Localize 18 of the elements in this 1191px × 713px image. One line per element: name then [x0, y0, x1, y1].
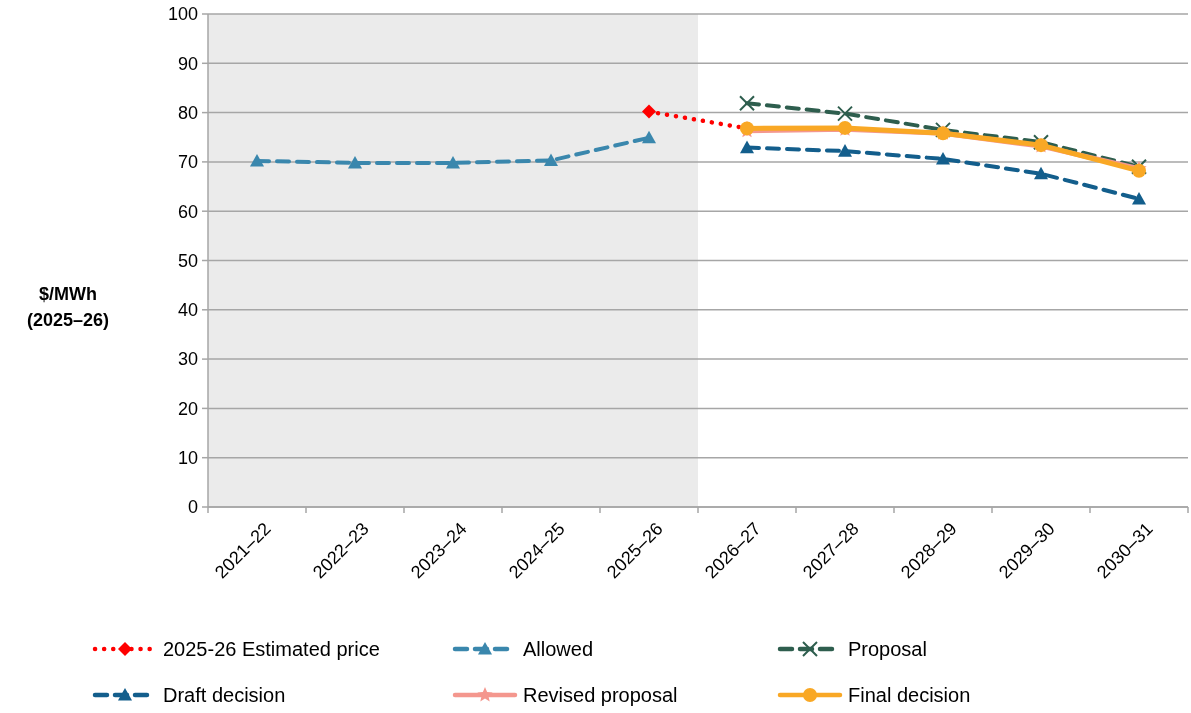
legend-label: 2025-26 Estimated price	[163, 638, 380, 660]
y-tick-label: 20	[177, 398, 198, 419]
y-tick-label: 30	[177, 349, 198, 370]
y-tick-label: 0	[187, 497, 198, 518]
legend-label: Allowed	[523, 638, 594, 660]
legend-label: Draft decision	[163, 684, 286, 706]
y-tick-label: 70	[177, 152, 198, 173]
legend-label: Proposal	[848, 638, 927, 660]
y-axis-title: $/MWh (2025–26)	[26, 284, 110, 330]
legend-label: Revised proposal	[523, 684, 678, 706]
y-tick-label: 50	[177, 250, 198, 271]
y-tick-label: 10	[177, 448, 198, 468]
y-tick-label: 60	[177, 201, 198, 222]
y-tick-label: 100	[167, 4, 198, 25]
y-tick-label: 40	[177, 300, 198, 321]
y-tick-label: 90	[177, 53, 198, 74]
legend-label: Final decision	[848, 684, 971, 706]
y-tick-label: 80	[177, 102, 198, 123]
